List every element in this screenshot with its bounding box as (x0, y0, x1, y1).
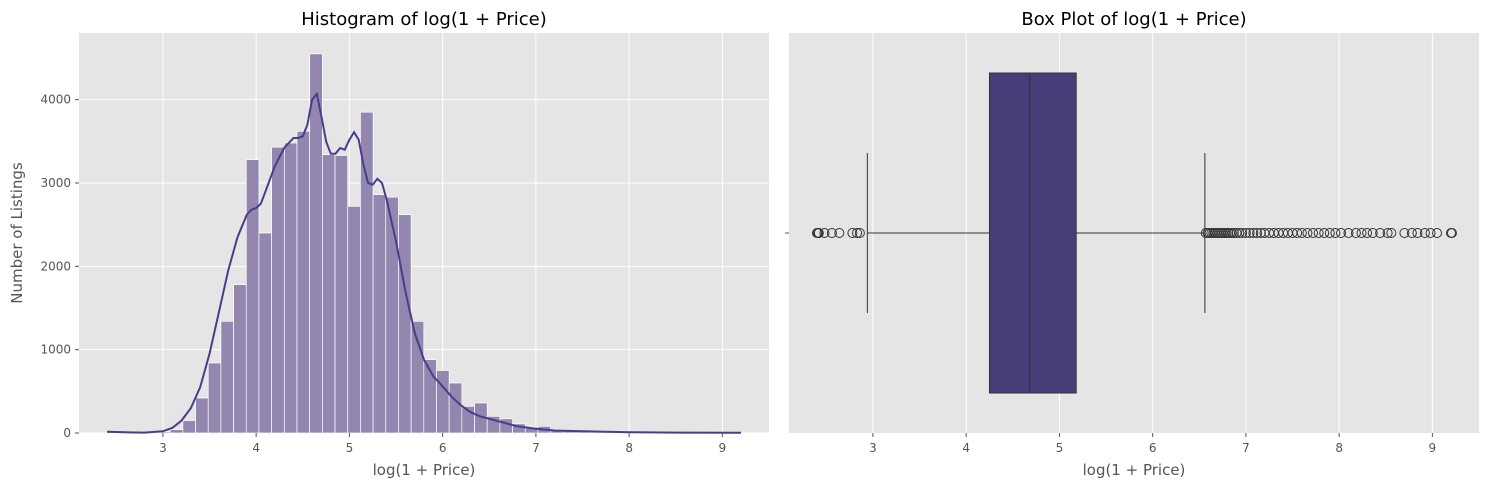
boxplot-outlier-point (1308, 228, 1319, 238)
histogram-x-tick-label: 5 (346, 441, 354, 455)
boxplot-outlier-point (1324, 228, 1335, 238)
histogram-bar (398, 214, 412, 434)
boxplot-outlier-point (1362, 228, 1373, 238)
boxplot-outlier-point (1248, 228, 1259, 238)
histogram-y-tick-label: 1000 (40, 343, 71, 357)
boxplot-outlier-point (826, 228, 837, 238)
histogram-y-tick-label: 4000 (40, 93, 71, 107)
boxplot-outlier-point (834, 228, 845, 238)
boxplot-outlier-point (1432, 228, 1443, 238)
boxplot-x-tick-label: 5 (1056, 441, 1064, 455)
boxplot-outlier-point (854, 228, 865, 238)
boxplot-outlier-point (1240, 228, 1251, 238)
boxplot-x-tick-label: 6 (1149, 441, 1157, 455)
boxplot-outlier-point (1425, 228, 1436, 238)
boxplot-outlier-point (1244, 228, 1255, 238)
boxplot-outlier-point (1237, 228, 1248, 238)
boxplot-x-tick-label: 7 (1242, 441, 1250, 455)
boxplot-outlier-point (852, 228, 863, 238)
boxplot-outlier-point (1412, 228, 1423, 238)
boxplot-outlier-point (1350, 228, 1361, 238)
histogram-kde-line (106, 91, 742, 434)
boxplot-outlier-point (1319, 228, 1330, 238)
boxplot-x-tick-label: 4 (962, 441, 970, 455)
histogram-x-tick-label: 6 (439, 441, 447, 455)
boxplot-panel: 3 4 5 6 7 8 9 Box Plot of log(1 + Price) log(1… (785, 9, 1479, 479)
histogram-bar (499, 418, 513, 434)
histogram-y-ticks: 0 1000 2000 3000 4000 (40, 93, 79, 440)
boxplot-iqr-box (988, 72, 1077, 394)
histogram-bar (220, 320, 234, 434)
histogram-bar (283, 142, 298, 434)
histogram-x-label: log(1 + Price) (373, 461, 476, 479)
boxplot-box (866, 72, 1206, 394)
boxplot-x-tick-label: 9 (1429, 441, 1437, 455)
histogram-y-tick-label: 2000 (40, 259, 71, 273)
boxplot-outlier-point (1375, 228, 1386, 238)
histogram-bar (207, 362, 222, 434)
boxplot-outlier-point (1356, 228, 1367, 238)
histogram-y-tick-label: 0 (63, 426, 71, 440)
histogram-bar (347, 205, 361, 434)
histogram-bar (334, 155, 349, 434)
boxplot-outlier-point (819, 228, 830, 238)
boxplot-outlier-point (1292, 228, 1303, 238)
histogram-bar (258, 232, 272, 434)
histogram-bar (322, 154, 336, 434)
boxplot-x-ticks: 3 4 5 6 7 8 9 (869, 433, 1436, 455)
histogram-bar (448, 382, 463, 434)
boxplot-x-tick-label: 8 (1335, 441, 1343, 455)
boxplot-outlier-point (847, 228, 858, 238)
boxplot-outlier-point (1419, 228, 1430, 238)
boxplot-x-label: log(1 + Price) (1083, 461, 1186, 479)
boxplot-outlier-point (1252, 228, 1263, 238)
histogram-x-ticks: 3 4 5 6 7 8 9 (159, 433, 726, 455)
boxplot-x-tick-label: 3 (869, 441, 877, 455)
boxplot-outlier-point (1446, 228, 1457, 238)
boxplot-outlier-point (1336, 228, 1346, 238)
histogram-x-tick-label: 8 (625, 441, 633, 455)
boxplot-outlier-point (1296, 228, 1307, 238)
boxplot-outlier-point (1399, 228, 1410, 238)
boxplot-outlier-point (1343, 228, 1354, 238)
histogram-title: Histogram of log(1 + Price) (301, 9, 547, 30)
boxplot-outlier-point (1255, 228, 1266, 238)
boxplot-outlier-point (1234, 228, 1245, 238)
boxplot-outlier-point (1367, 228, 1378, 238)
histogram-panel: 3 4 5 6 7 8 9 0 1000 2000 3000 4000 Histogram of l… (8, 9, 769, 479)
histogram-bar (436, 370, 450, 434)
boxplot-outlier-point (1228, 228, 1239, 238)
histogram-bar (195, 397, 209, 434)
boxplot-outlier-point (1330, 228, 1341, 238)
boxplot-outlier-point (1313, 228, 1324, 238)
boxplot-outliers (811, 228, 1457, 238)
histogram-y-label: Number of Listings (8, 162, 26, 304)
histogram-bar (233, 284, 247, 434)
histogram-x-tick-label: 3 (159, 441, 167, 455)
histogram-bars (106, 53, 742, 434)
histogram-y-tick-label: 3000 (40, 176, 71, 190)
histogram-bar (385, 196, 399, 434)
histogram-bar (169, 429, 184, 434)
boxplot-outlier-point (813, 228, 824, 238)
boxplot-outlier-point (1386, 228, 1397, 238)
boxplot-outlier-point (1406, 228, 1417, 238)
histogram-bar (296, 130, 311, 434)
histogram-bar (271, 146, 285, 434)
histogram-bar (245, 159, 260, 434)
histogram-x-tick-label: 7 (532, 441, 540, 455)
boxplot-title: Box Plot of log(1 + Price) (1021, 9, 1246, 30)
boxplot-outlier-point (1382, 228, 1393, 238)
boxplot-outlier-point (1302, 228, 1313, 238)
histogram-bar (372, 194, 387, 434)
histogram-x-tick-label: 9 (719, 441, 727, 455)
histogram-x-tick-label: 4 (252, 441, 260, 455)
histogram-bar (182, 420, 196, 434)
